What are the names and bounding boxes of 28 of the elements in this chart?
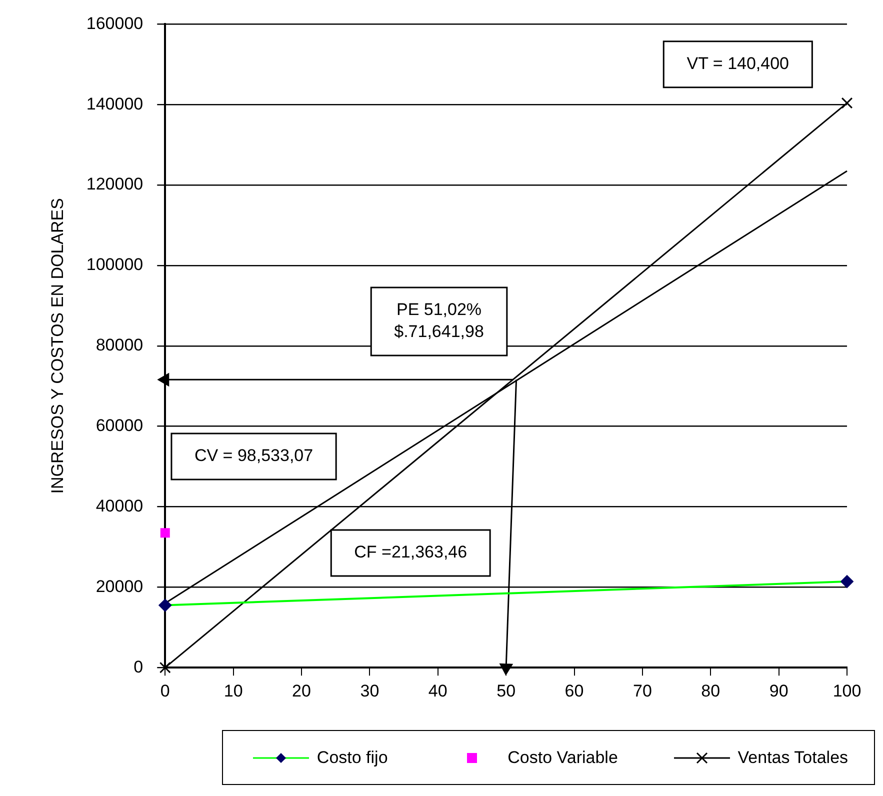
x-tick-label: 30: [360, 681, 380, 700]
x-tick-label: 40: [428, 681, 448, 700]
y-tick-label: 100000: [86, 255, 144, 274]
y-tick-label: 20000: [96, 576, 144, 596]
y-tick-label: 60000: [96, 416, 144, 436]
x-tick-label: 80: [701, 681, 720, 700]
y-tick-label: 140000: [86, 94, 144, 114]
y-tick-label: 160000: [86, 14, 144, 33]
y-tick-label: 0: [134, 657, 144, 676]
x-tick-label: 70: [632, 681, 652, 700]
x-tick-label: 100: [832, 681, 862, 700]
annotation: CF =21,363,46: [354, 542, 468, 562]
annotation: PE 51,02% $.71,641,98: [394, 300, 484, 342]
x-tick-label: 20: [292, 681, 311, 700]
legend-label: Ventas Totales: [738, 748, 848, 768]
x-tick-label: 90: [769, 681, 788, 700]
x-tick-label: 50: [496, 681, 516, 700]
x-tick-label: 10: [224, 681, 243, 700]
y-tick-label: 120000: [86, 174, 144, 194]
x-tick-label: 60: [564, 681, 584, 700]
annotation: CV = 98,533,07: [194, 446, 314, 466]
y-tick-label: 80000: [96, 336, 144, 355]
x-tick-label: 0: [160, 681, 170, 700]
y-tick-label: 40000: [96, 496, 144, 516]
y-axis-title: INGRESOS Y COSTOS EN DOLARES: [48, 198, 67, 494]
legend-label: Costo Variable: [508, 748, 618, 768]
annotation: VT = 140,400: [686, 54, 790, 74]
legend-label: Costo fijo: [316, 748, 388, 768]
